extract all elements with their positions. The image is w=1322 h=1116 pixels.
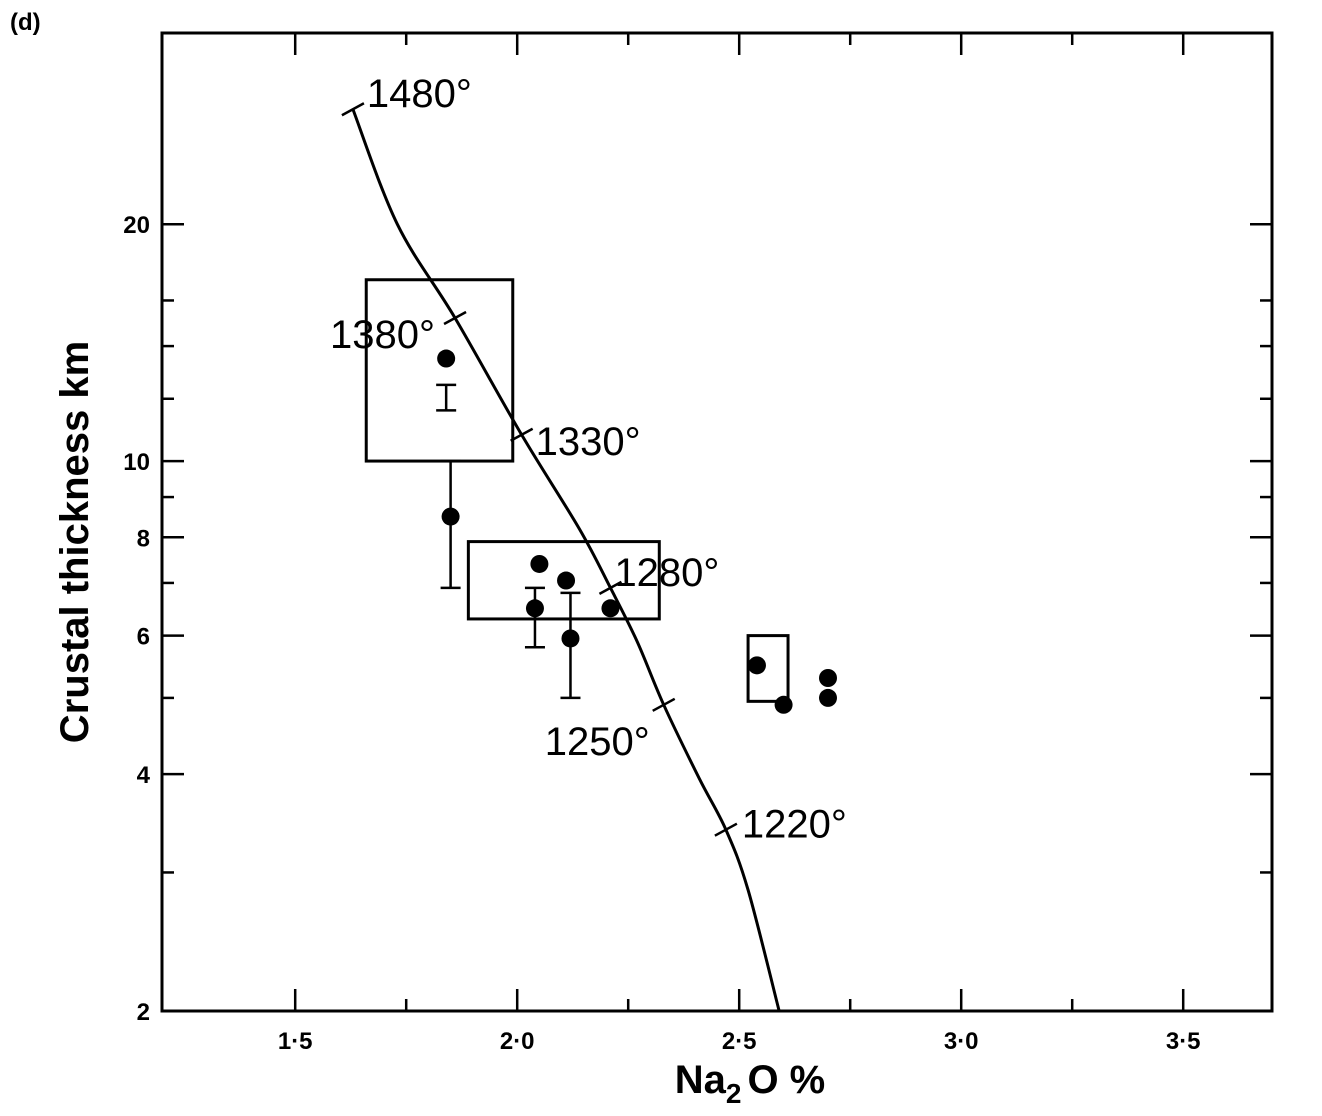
temperature-labels: 1480° 1380° 1330° 1280° 1250° 1220° [330, 72, 847, 846]
x-tick-label: 2·0 [500, 1028, 535, 1055]
y-tick-label: 4 [137, 762, 151, 789]
temperature-label: 1220° [742, 803, 847, 847]
data-point [819, 688, 837, 707]
model-curve-group [341, 102, 781, 1012]
temperature-label: 1250° [545, 720, 650, 764]
data-box [364, 278, 515, 463]
temperature-label: 1280° [614, 551, 719, 595]
x-axis-title: Na2 O % [675, 1058, 826, 1109]
data-point [819, 668, 837, 687]
x-axis-title-main: Na [675, 1058, 727, 1102]
model-curve [351, 108, 781, 1012]
temperature-label: 1380° [330, 313, 435, 357]
plot-frame [160, 31, 1274, 1013]
data-box [746, 634, 790, 703]
x-tick-label: 2·5 [722, 1028, 757, 1055]
x-tick-label: 3·0 [944, 1028, 979, 1055]
y-tick-label: 2 [137, 999, 150, 1026]
y-axis-title: Crustal thickness km [53, 341, 97, 743]
x-tick-label: 3·5 [1166, 1028, 1201, 1055]
y-tick-label: 8 [137, 525, 150, 552]
curve-temperature-tick [598, 580, 623, 595]
data-point [530, 554, 549, 573]
temperature-label: 1330° [536, 420, 641, 464]
data-point [525, 599, 544, 618]
x-tick-label: 1·5 [278, 1028, 313, 1055]
data-point [601, 599, 620, 618]
axis-ticks: 1·5 2·0 2·5 3·0 3·5 2 4 6 8 10 20 [123, 33, 1272, 1055]
y-tick-label: 10 [123, 449, 150, 476]
y-tick-label: 6 [137, 624, 150, 651]
temperature-label: 1480° [367, 72, 472, 116]
curve-temperature-tick [510, 427, 534, 442]
data-points [437, 349, 837, 714]
curve-temperature-tick [341, 102, 365, 117]
curve-temperature-tick [443, 310, 467, 326]
data-point [774, 695, 793, 714]
y-tick-label: 20 [123, 212, 150, 239]
data-point [437, 349, 456, 368]
panel-label: (d) [10, 9, 41, 36]
data-point [561, 629, 580, 648]
curve-temperature-tick [714, 822, 738, 837]
x-axis-title-subscript: 2 [726, 1078, 742, 1109]
data-point [747, 656, 766, 675]
data-point [557, 571, 576, 590]
data-boxes [364, 278, 790, 703]
x-axis-title-rest: O % [747, 1058, 825, 1102]
data-box [466, 540, 661, 621]
curve-temperature-tick [652, 697, 676, 712]
data-point [441, 507, 460, 526]
